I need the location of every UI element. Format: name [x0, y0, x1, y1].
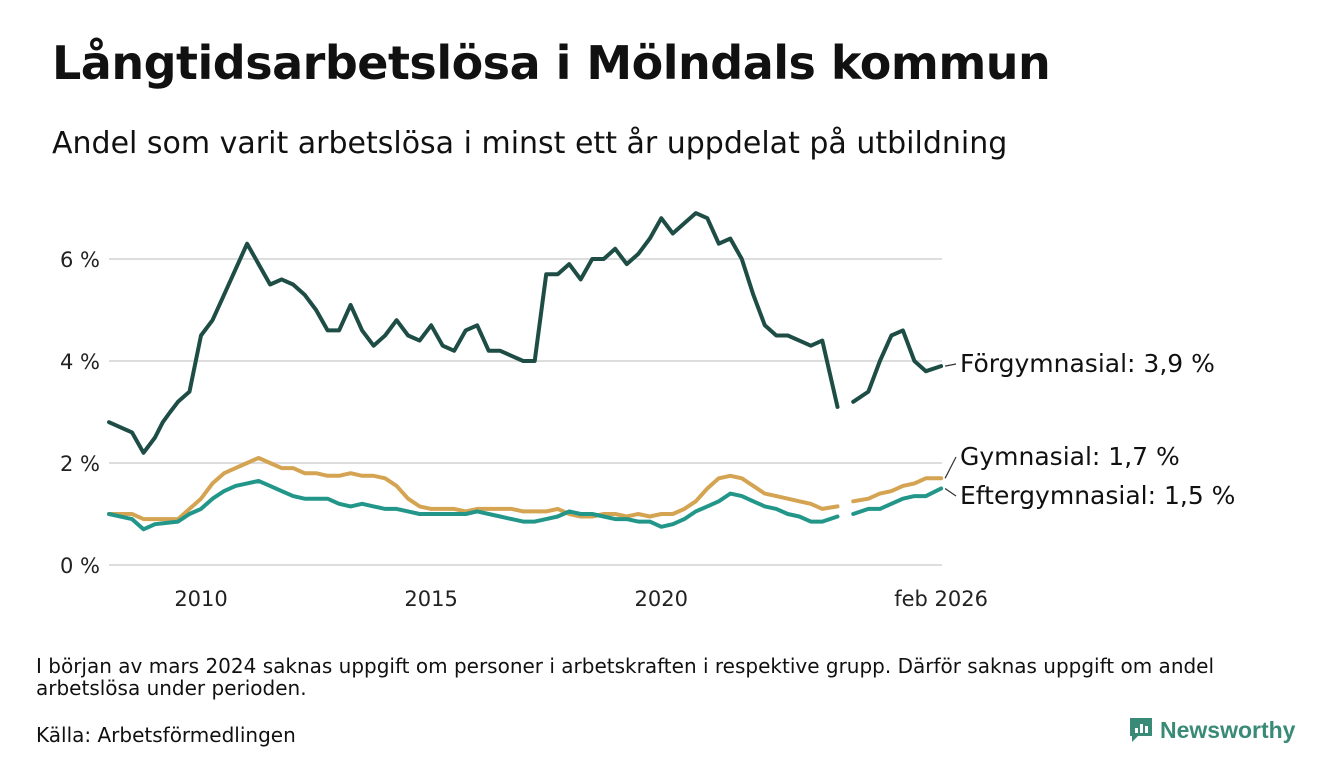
x-tick-label: feb 2026	[894, 587, 988, 611]
series-line-gymnasial	[107, 455, 840, 522]
series-line-forgymnasial	[851, 328, 944, 404]
label-leader-eftergymnasial	[944, 488, 957, 497]
y-tick-label: 2 %	[60, 452, 100, 476]
y-tick-label: 0 %	[60, 554, 100, 578]
x-tick-label: 2020	[635, 587, 688, 611]
chart-title: Långtidsarbetslösa i Mölndals kommun	[52, 36, 1051, 90]
series-line-eftergymnasial	[107, 478, 840, 532]
label-leader-forgymnasial	[944, 363, 957, 367]
footnote: I början av mars 2024 saknas uppgift om …	[36, 654, 1215, 700]
x-tick-label: 2015	[404, 587, 457, 611]
y-tick-label: 4 %	[60, 350, 100, 374]
series-label-eftergymnasial: Eftergymnasial: 1,5 %	[960, 481, 1235, 510]
series-line-forgymnasial	[107, 211, 840, 455]
series-label-forgymnasial: Förgymnasial: 3,9 %	[960, 349, 1215, 378]
series-line-gymnasial	[851, 476, 944, 504]
series-labels: Förgymnasial: 3,9 % Gymnasial: 1,7 % Efter…	[944, 349, 1235, 510]
newsworthy-logo-icon	[1130, 718, 1152, 742]
label-leader-gymnasial	[944, 456, 957, 479]
grid-lines	[109, 258, 942, 566]
y-axis-ticks: 0 % 2 % 4 % 6 %	[60, 248, 100, 578]
source-text: Källa: Arbetsförmedlingen	[36, 723, 296, 747]
x-axis-ticks: 2010 2015 2020 feb 2026	[174, 587, 988, 611]
x-tick-label: 2010	[174, 587, 227, 611]
y-tick-label: 6 %	[60, 248, 100, 272]
line-chart: 0 % 2 % 4 % 6 % 2010 2015 2020 feb 2026 Förgym…	[60, 211, 1235, 611]
series-line-eftergymnasial	[851, 486, 944, 516]
series-label-gymnasial: Gymnasial: 1,7 %	[960, 442, 1180, 471]
newsworthy-logo[interactable]: Newsworthy	[1128, 716, 1295, 744]
newsworthy-logo-text: Newsworthy	[1160, 716, 1296, 743]
series-lines	[107, 211, 944, 532]
chart-subtitle: Andel som varit arbetslösa i minst ett å…	[52, 126, 1008, 161]
